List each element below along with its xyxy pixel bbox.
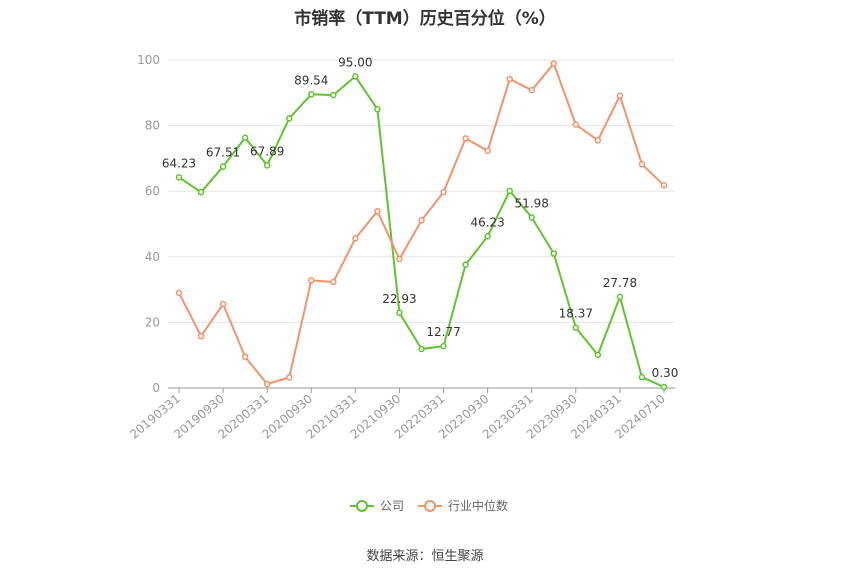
data-source: 数据来源：恒生聚源 (366, 549, 484, 564)
legend-swatch-marker (424, 500, 436, 512)
y-tick-label: 20 (145, 315, 160, 329)
data-label: 46.23 (470, 215, 504, 229)
x-axis: 2019033120190930202003312020093020210331… (127, 387, 675, 442)
data-point (374, 105, 381, 113)
chart-title: 市销率（TTM）历史百分位（%） (294, 9, 556, 29)
data-point (506, 187, 513, 195)
data-label: 12.77 (426, 325, 460, 339)
data-point (440, 342, 447, 350)
data-point (594, 137, 602, 144)
data-point (572, 121, 580, 128)
data-point (660, 182, 668, 189)
data-point (175, 174, 183, 181)
y-tick-label: 100 (137, 53, 160, 67)
data-point (396, 309, 403, 317)
data-point (616, 92, 624, 100)
data-label: 22.93 (382, 292, 416, 306)
data-point (550, 60, 558, 67)
legend-swatch-marker (356, 500, 368, 512)
legend-label: 行业中位数 (448, 498, 508, 513)
data-point (285, 374, 293, 381)
data-point (263, 162, 271, 169)
data-point (197, 332, 205, 340)
data-point (506, 75, 513, 83)
data-point (263, 380, 271, 388)
grid-lines (168, 59, 675, 323)
data-label: 67.51 (206, 146, 240, 160)
data-point (484, 233, 491, 240)
data-point (374, 207, 381, 215)
data-point (285, 115, 293, 122)
data-point (616, 293, 624, 301)
data-point (462, 135, 469, 142)
y-tick-label: 0 (152, 381, 160, 395)
data-point (330, 278, 337, 286)
data-point (594, 351, 602, 359)
data-label: 95.00 (338, 55, 372, 69)
data-point (219, 163, 227, 170)
data-point (330, 91, 337, 99)
data-point (550, 250, 558, 257)
data-point (308, 91, 315, 98)
data-label: 51.98 (515, 197, 549, 211)
data-point (396, 255, 403, 263)
data-point (440, 188, 447, 196)
series-group (175, 60, 668, 391)
data-point (528, 86, 535, 94)
y-tick-label: 40 (145, 250, 160, 264)
data-label: 27.78 (603, 276, 637, 290)
data-point (219, 300, 227, 308)
data-label: 64.23 (162, 156, 196, 170)
data-point (572, 324, 580, 331)
data-point (308, 277, 315, 284)
data-point (484, 147, 491, 155)
data-point (462, 261, 469, 268)
data-point (418, 217, 425, 224)
legend[interactable]: 公司 行业中位数 (350, 498, 508, 513)
y-tick-label: 80 (145, 119, 160, 133)
data-point (241, 353, 249, 361)
data-label: 18.37 (559, 307, 593, 321)
data-point (528, 214, 535, 221)
series-line-0 (178, 75, 665, 388)
data-label: 89.54 (294, 73, 328, 87)
data-point (638, 373, 646, 381)
data-label: 0.30 (652, 366, 679, 380)
data-point (197, 188, 205, 196)
data-point (352, 235, 359, 242)
data-point (175, 289, 183, 297)
data-point (241, 134, 249, 141)
legend-label: 公司 (380, 499, 404, 513)
data-label: 67.89 (250, 144, 284, 158)
data-labels: 64.23 67.51 67.89 89.54 95.00 22.93 12.77 46.23… (162, 55, 679, 380)
series-line-1 (178, 62, 665, 386)
data-point (352, 73, 359, 80)
y-tick-label: 60 (145, 184, 160, 198)
data-point (660, 383, 668, 391)
data-point (638, 161, 646, 168)
data-point (418, 345, 425, 353)
y-axis: 0 20 40 60 80 100 (137, 53, 160, 395)
